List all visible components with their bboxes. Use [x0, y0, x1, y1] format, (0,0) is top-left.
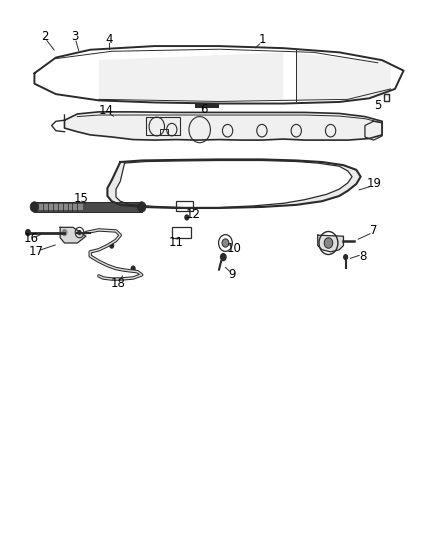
- Circle shape: [131, 265, 136, 272]
- Text: 10: 10: [226, 242, 241, 255]
- Text: 3: 3: [71, 30, 79, 43]
- Text: 18: 18: [111, 277, 126, 290]
- Circle shape: [61, 229, 67, 236]
- Text: 14: 14: [99, 104, 114, 117]
- Circle shape: [220, 253, 227, 261]
- Polygon shape: [64, 112, 382, 140]
- Text: 9: 9: [228, 268, 236, 281]
- Text: 7: 7: [370, 224, 377, 238]
- Circle shape: [109, 243, 114, 249]
- Bar: [146, 117, 180, 135]
- Circle shape: [343, 254, 348, 260]
- Bar: [160, 128, 168, 135]
- Text: 11: 11: [169, 237, 184, 249]
- Text: 1: 1: [258, 33, 266, 46]
- Circle shape: [25, 229, 31, 236]
- Circle shape: [324, 238, 333, 248]
- Text: 16: 16: [24, 232, 39, 245]
- Text: 2: 2: [42, 30, 49, 43]
- Text: 8: 8: [359, 249, 367, 263]
- Bar: [384, 94, 389, 101]
- Polygon shape: [107, 159, 360, 208]
- Circle shape: [138, 201, 146, 212]
- Text: 19: 19: [367, 177, 382, 190]
- Bar: [35, 202, 142, 212]
- Circle shape: [222, 239, 229, 247]
- Polygon shape: [296, 53, 391, 100]
- Text: 12: 12: [186, 208, 201, 221]
- Circle shape: [30, 201, 39, 212]
- Text: 5: 5: [374, 99, 381, 112]
- Circle shape: [78, 230, 81, 235]
- Polygon shape: [318, 235, 343, 252]
- Bar: [176, 201, 193, 211]
- Polygon shape: [99, 52, 283, 100]
- Text: 17: 17: [29, 245, 44, 259]
- Text: 6: 6: [200, 103, 208, 116]
- Text: 4: 4: [106, 33, 113, 46]
- Circle shape: [184, 214, 189, 221]
- Bar: [172, 228, 191, 238]
- Bar: [35, 204, 83, 210]
- Text: 15: 15: [73, 192, 88, 205]
- Polygon shape: [60, 228, 86, 243]
- Bar: [195, 104, 219, 108]
